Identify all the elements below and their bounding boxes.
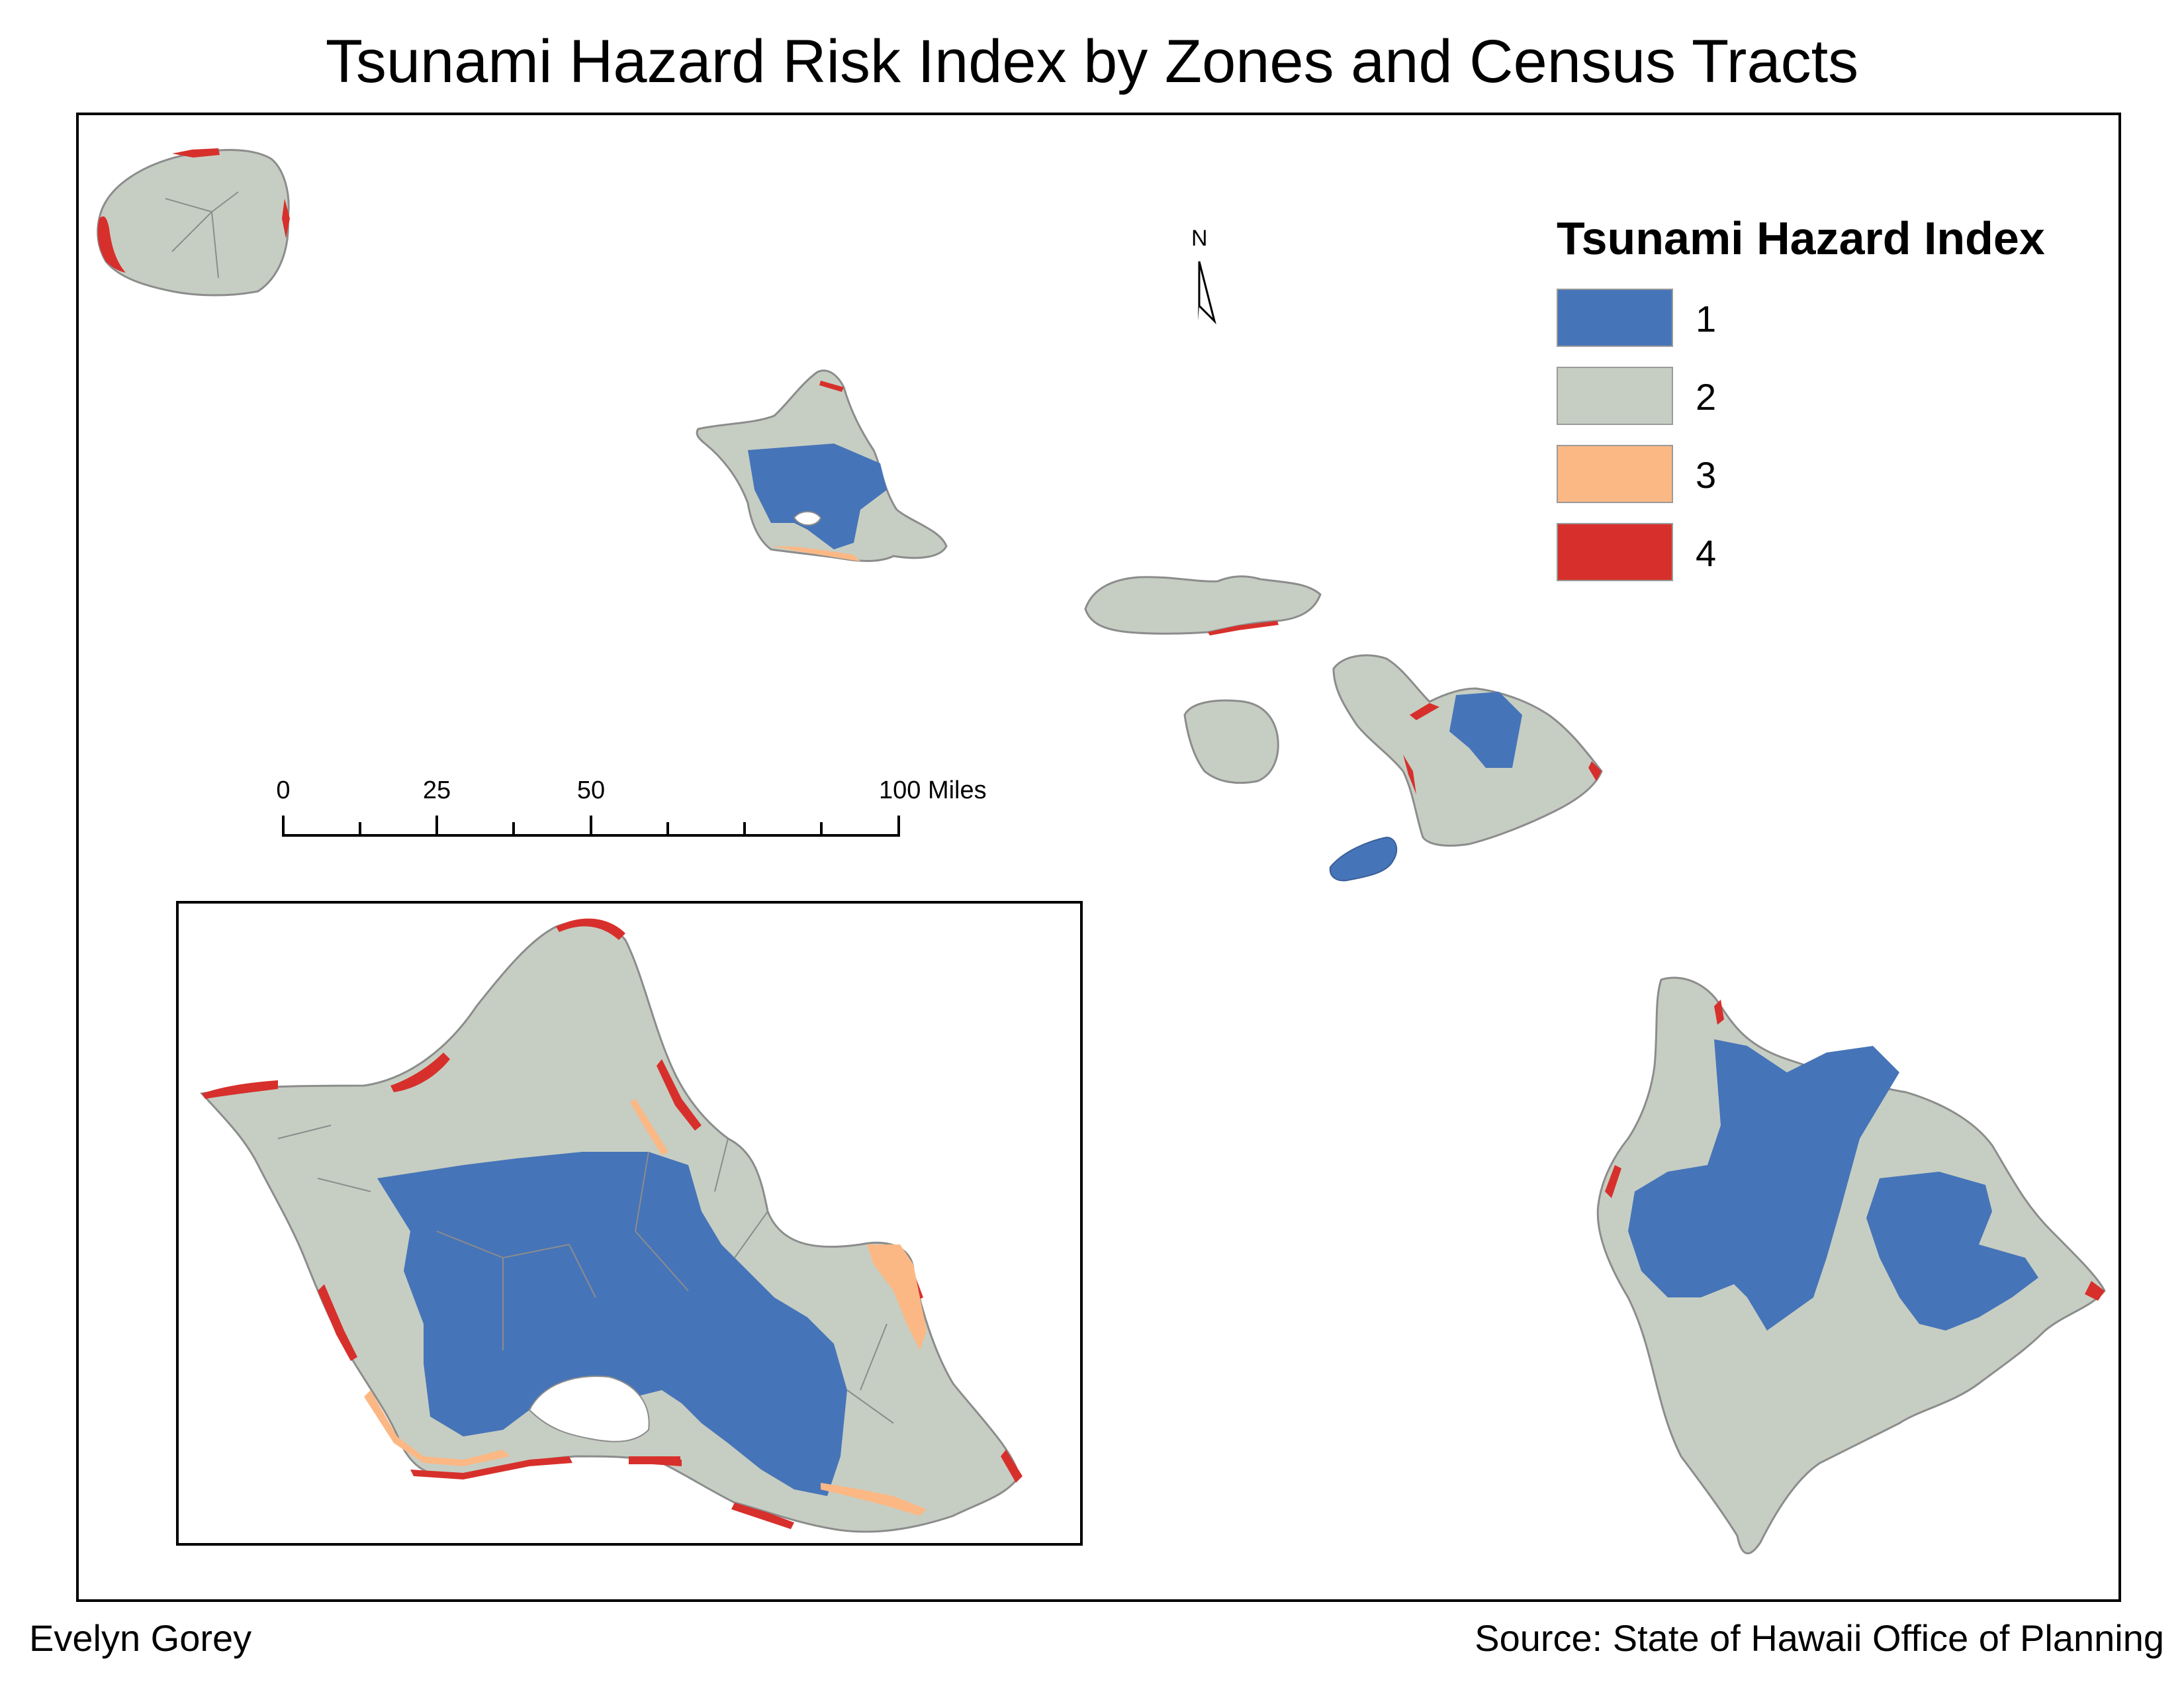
island-oahu <box>696 369 948 562</box>
source-credit: Source: State of Hawaii Office of Planni… <box>1475 1617 2164 1659</box>
legend-swatch <box>1557 367 1673 425</box>
map-title: Tsunami Hazard Risk Index by Zones and C… <box>325 28 1859 95</box>
legend-label: 1 <box>1696 298 1717 340</box>
author-credit: Evelyn Gorey <box>29 1617 252 1659</box>
legend-label: 2 <box>1696 376 1717 418</box>
scale-tick-label: 100 Miles <box>879 776 987 804</box>
legend-swatch <box>1557 523 1673 581</box>
legend-label: 4 <box>1696 532 1717 574</box>
scale-tick-label: 25 <box>422 776 451 804</box>
north-arrow <box>1198 261 1216 324</box>
inset-oahu <box>200 918 1023 1533</box>
island-kauai <box>97 148 290 297</box>
island-kahoolawe <box>1329 836 1398 882</box>
legend-title: Tsunami Hazard Index <box>1557 212 2045 264</box>
island-maui <box>1332 654 1603 847</box>
north-label: N <box>1191 226 1208 251</box>
island-molokai <box>1084 575 1322 635</box>
island-hawaii <box>1596 976 2106 1554</box>
island-lanai <box>1183 699 1279 784</box>
scale-tick-label: 50 <box>576 776 606 804</box>
legend-label: 3 <box>1696 454 1717 496</box>
legend-swatch <box>1557 289 1673 347</box>
scale-bar <box>282 816 900 837</box>
scale-tick-label: 0 <box>276 776 291 804</box>
legend-swatch <box>1557 445 1673 503</box>
